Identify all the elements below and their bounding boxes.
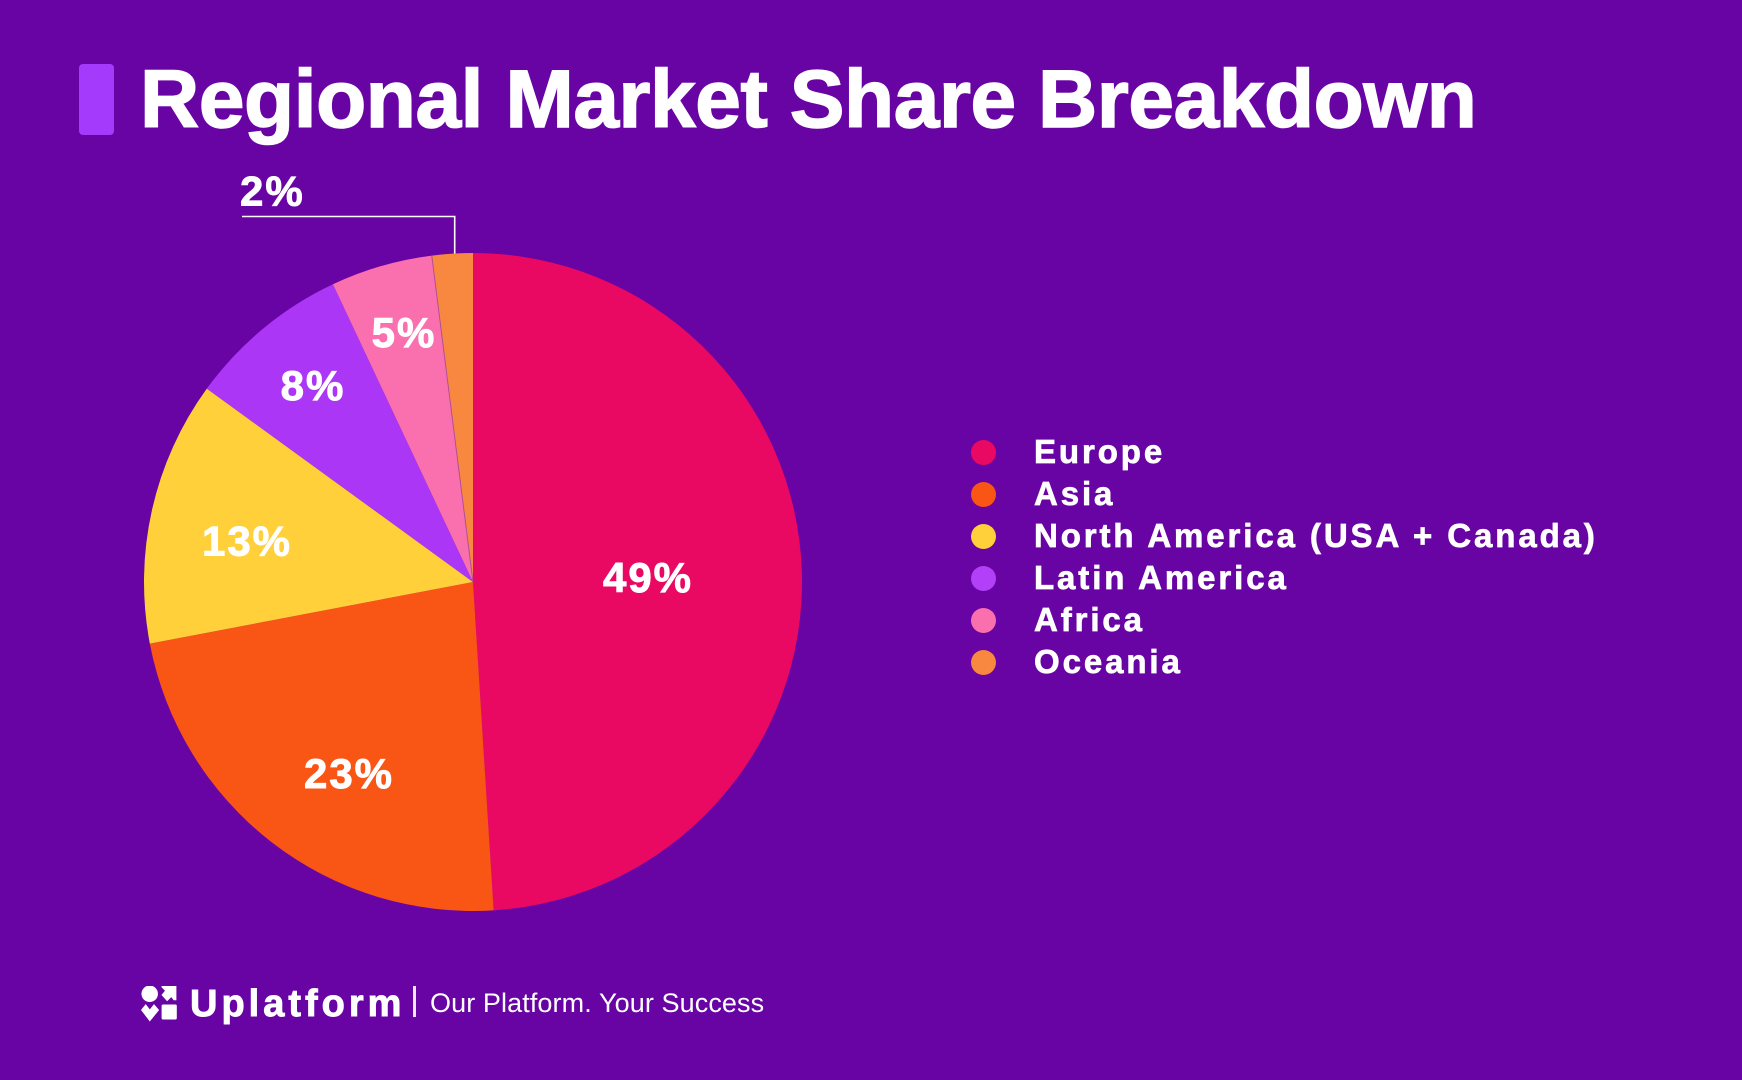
svg-text:8%: 8% [281, 362, 346, 409]
svg-text:13%: 13% [202, 518, 292, 565]
svg-text:49%: 49% [603, 554, 693, 601]
svg-text:5%: 5% [372, 309, 437, 356]
svg-text:23%: 23% [304, 750, 394, 797]
svg-text:2%: 2% [240, 168, 305, 215]
